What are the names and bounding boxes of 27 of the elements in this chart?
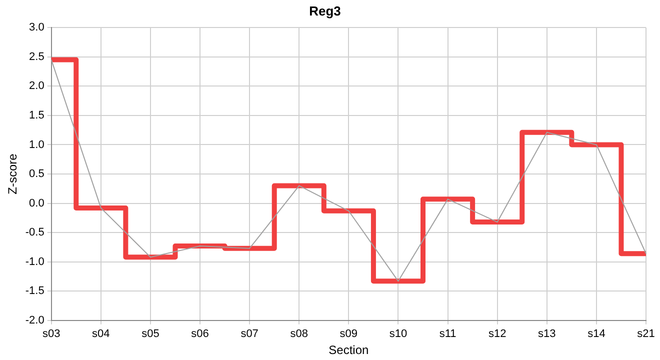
x-tick-label: s11 [439,328,456,340]
x-tick-label: s05 [142,328,160,340]
y-tick-label: 0.5 [29,168,44,180]
chart-title: Reg3 [309,3,341,18]
y-tick-label: 0.0 [29,197,44,210]
y-tick-label: -2.0 [25,314,44,326]
x-tick-label: s04 [92,328,110,340]
x-tick-label: s07 [240,328,258,340]
y-tick-label: -0.5 [25,226,44,239]
y-tick-label: 2.5 [29,50,44,63]
x-tick-label: s14 [588,328,606,340]
y-tick-label: -1.5 [25,285,44,298]
y-tick-label: 1.0 [29,138,44,151]
x-tick-label: s13 [538,328,556,340]
x-tick-label: s21 [637,328,655,340]
y-tick-label: -1.0 [25,256,44,268]
x-tick-label: s09 [340,328,358,340]
x-axis-title: Section [328,343,369,358]
y-axis-title: Z-score [6,153,20,194]
y-tick-label: 1.5 [29,109,44,122]
x-tick-label: s10 [389,328,408,340]
y-tick-label: 3.0 [29,22,44,34]
x-tick-label: s08 [290,328,308,340]
y-tick-label: 2.0 [29,80,44,92]
x-tick-label: s03 [42,328,60,340]
x-tick-label: s12 [488,328,506,340]
x-tick-label: s06 [191,328,209,340]
